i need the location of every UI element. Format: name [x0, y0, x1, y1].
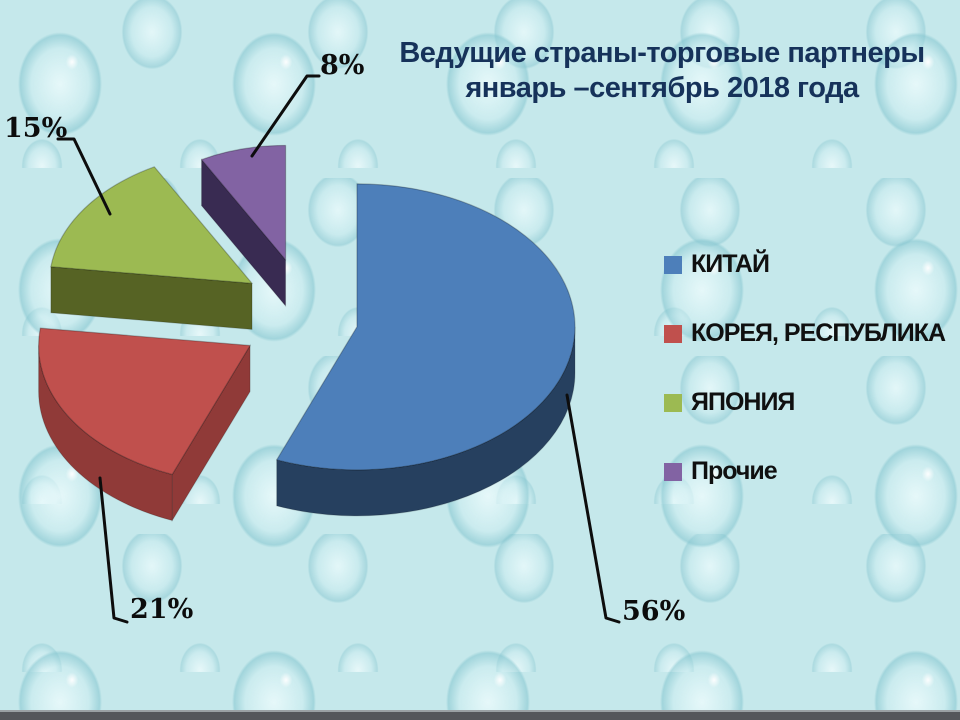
pie-slice-korea-rim — [38, 345, 173, 522]
pie-slice-others — [200, 144, 287, 261]
legend-item-japan: ЯПОНИЯ — [664, 388, 945, 417]
legend-swatch-china — [664, 255, 682, 274]
leader-line-others — [250, 74, 321, 158]
legend-item-china: КИТАЙ — [664, 250, 945, 279]
legend-swatch-korea — [664, 324, 682, 343]
leader-line-korea — [98, 476, 129, 624]
legend-swatch-japan — [664, 393, 682, 412]
pie-data-label-others: 8% — [320, 50, 365, 81]
legend-label-china: КИТАЙ — [691, 250, 770, 278]
legend-swatch-others — [664, 462, 682, 481]
chart-title-line1: Ведущие страны-торговые партнеры — [399, 37, 925, 69]
leader-line-japan — [56, 137, 112, 216]
chart-title-line2: январь –сентябрь 2018 года — [465, 72, 859, 105]
pie-slice-others-side — [201, 158, 287, 308]
pie-data-label-korea: 21% — [130, 594, 194, 625]
legend-label-japan: ЯПОНИЯ — [691, 388, 795, 416]
chart-title: Ведущие страны-торговые партнеры январь … — [388, 36, 936, 107]
leader-line-china — [565, 393, 621, 624]
pie-slice-china — [276, 183, 576, 471]
legend-item-others: Прочие — [664, 457, 945, 486]
footer-bar — [0, 710, 960, 720]
pie-data-label-china: 56% — [622, 596, 686, 627]
legend-label-others: Прочие — [691, 457, 778, 485]
legend-label-korea: КОРЕЯ, РЕСПУБЛИКА — [691, 319, 946, 347]
pie-slice-korea — [38, 327, 251, 476]
legend-item-korea: КОРЕЯ, РЕСПУБЛИКА — [664, 319, 946, 348]
pie-data-label-japan: 15% — [4, 113, 68, 144]
legend: КИТАЙ КОРЕЯ, РЕСПУБЛИКА ЯПОНИЯ Прочие — [664, 250, 946, 486]
